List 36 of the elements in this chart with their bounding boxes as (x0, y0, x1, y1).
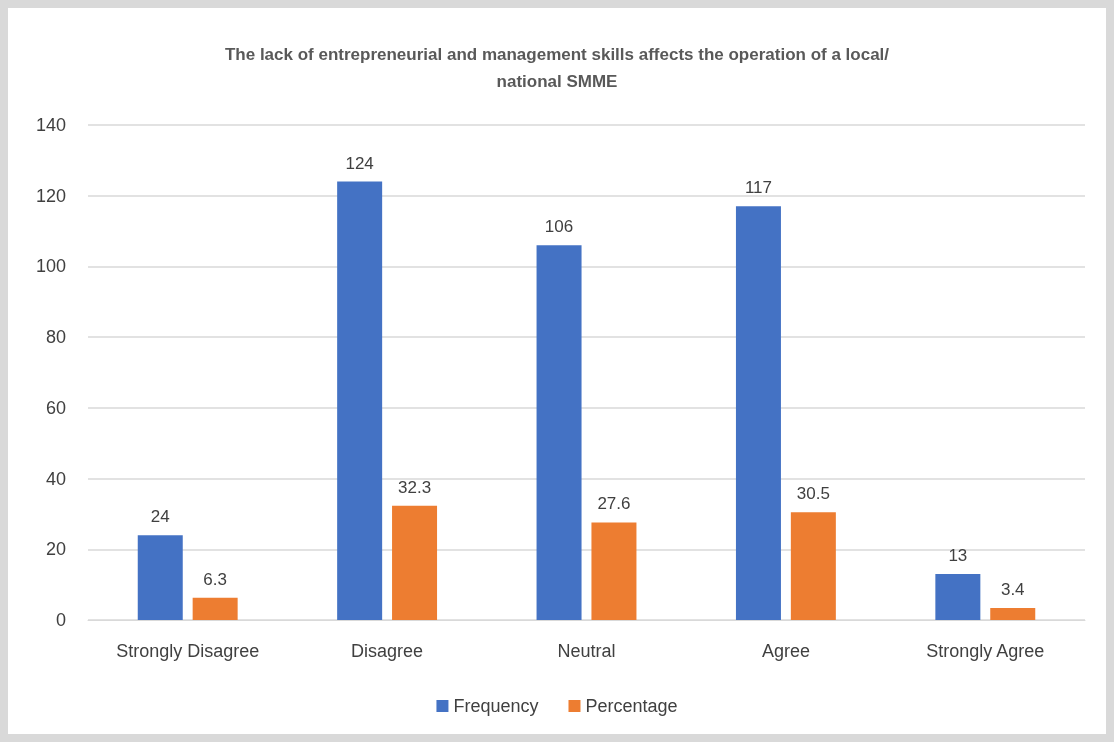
y-tick-label: 120 (35, 185, 66, 206)
bar (337, 181, 383, 620)
data-label: 117 (744, 178, 772, 198)
bar (591, 522, 637, 620)
x-tick-label: Strongly Disagree (116, 641, 260, 661)
bar (536, 245, 582, 620)
x-tick-label: Strongly Agree (926, 641, 1045, 661)
y-tick-label: 60 (45, 397, 66, 418)
data-label: 27.6 (597, 494, 631, 514)
y-tick-label: 0 (55, 610, 66, 630)
bar (392, 505, 438, 620)
bar (990, 607, 1036, 620)
data-label: 24 (150, 507, 170, 527)
x-tick-label: Agree (761, 641, 810, 661)
data-label: 3.4 (1000, 579, 1025, 599)
bar (137, 535, 183, 620)
y-tick-label: 40 (45, 468, 66, 489)
chart-title: The lack of entrepreneurial and management skills affects the operation of a local/national SMME (224, 45, 890, 91)
x-tick-label: Neutral (557, 641, 616, 661)
y-tick-label: 20 (45, 539, 66, 560)
y-tick-label: 80 (45, 327, 66, 348)
legend-label: Percentage (585, 696, 678, 716)
data-label: 6.3 (203, 569, 227, 589)
bar (192, 597, 238, 620)
y-tick-label: 140 (35, 115, 66, 135)
data-label: 30.5 (796, 484, 830, 504)
bar (735, 206, 781, 620)
y-tick-label: 100 (35, 256, 66, 277)
data-label: 124 (345, 153, 374, 173)
bar (790, 512, 836, 620)
data-label: 32.3 (398, 477, 432, 497)
data-label: 106 (544, 217, 574, 237)
data-label: 13 (948, 546, 968, 566)
legend-label: Frequency (453, 696, 539, 716)
bar (935, 574, 981, 620)
x-tick-label: Disagree (351, 641, 424, 661)
